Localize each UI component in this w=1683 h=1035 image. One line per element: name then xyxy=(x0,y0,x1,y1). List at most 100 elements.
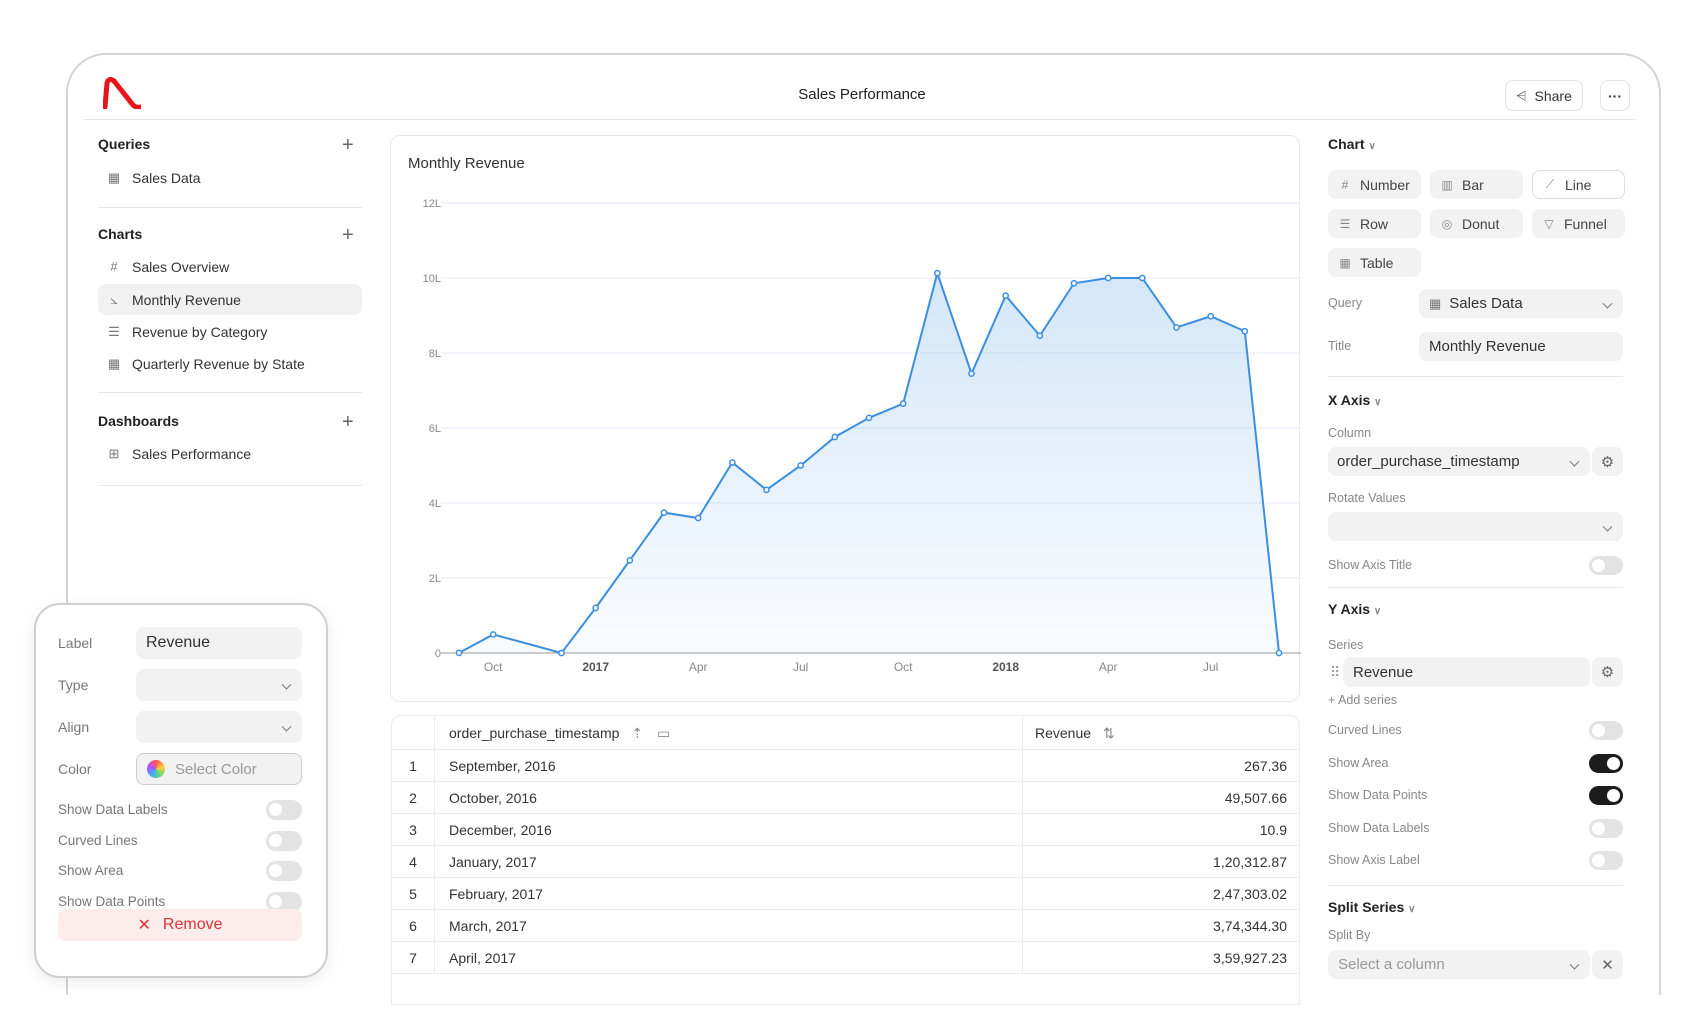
sidebar-item-sales-overview[interactable]: # Sales Overview xyxy=(98,251,362,282)
x-axis-heading[interactable]: X Axis ∨ xyxy=(1328,392,1382,408)
table-row[interactable]: 7 April, 2017 3,59,927.23 xyxy=(392,942,1299,974)
drag-handle-icon[interactable]: ⠿ xyxy=(1330,664,1340,680)
chart-type-donut[interactable]: ◎ Donut xyxy=(1430,209,1523,238)
title-input[interactable]: Monthly Revenue xyxy=(1419,332,1623,361)
series-label: Series xyxy=(1328,638,1364,652)
chart-type-line[interactable]: ⟋ Line xyxy=(1532,170,1625,199)
split-series-heading[interactable]: Split Series ∨ xyxy=(1328,899,1416,915)
series-settings-gear-icon[interactable]: ⚙ xyxy=(1592,657,1623,687)
share-button[interactable]: ⩤ Share xyxy=(1505,80,1583,111)
popover-show-area-toggle[interactable] xyxy=(266,861,302,881)
remove-series-button[interactable]: ✕ Remove xyxy=(58,909,302,941)
more-options-button[interactable]: ··· xyxy=(1600,80,1630,111)
app-logo xyxy=(103,77,141,109)
data-point xyxy=(968,370,975,377)
table-icon: ▦ xyxy=(107,355,121,371)
row-number: 3 xyxy=(392,814,435,846)
date-cell: March, 2017 xyxy=(449,918,527,934)
table-row[interactable]: 4 January, 2017 1,20,312.87 xyxy=(392,846,1299,878)
table-row[interactable]: 6 March, 2017 3,74,344.30 xyxy=(392,910,1299,942)
line-chart-icon: ⟋ xyxy=(1545,177,1555,191)
chart-type-row[interactable]: ☰ Row xyxy=(1328,209,1421,238)
data-point xyxy=(831,433,839,441)
row-number: 7 xyxy=(392,942,435,974)
dashboards-heading: Dashboards xyxy=(98,413,179,429)
sidebar-item-sales-performance[interactable]: ⊞ Sales Performance xyxy=(98,438,362,469)
add-chart-button[interactable]: + xyxy=(342,224,354,246)
table-row[interactable]: 3 December, 2016 10.9 xyxy=(392,814,1299,846)
query-select[interactable]: ▦ Sales Data xyxy=(1419,289,1623,318)
data-point xyxy=(1104,274,1112,282)
y-axis-heading[interactable]: Y Axis ∨ xyxy=(1328,601,1382,617)
show-data-points-toggle[interactable] xyxy=(1589,786,1623,805)
rotate-values-select[interactable] xyxy=(1328,512,1623,541)
dashboard-icon: ⊞ xyxy=(108,445,120,461)
chevron-down-icon xyxy=(1602,298,1613,309)
select-color-button[interactable]: Select Color xyxy=(136,753,302,785)
series-area xyxy=(459,273,1279,653)
sort-icon[interactable]: ⇅ xyxy=(1102,725,1115,741)
series-label-input[interactable]: Revenue xyxy=(136,627,302,659)
show-axis-label-label: Show Axis Label xyxy=(1328,853,1420,867)
chart-type-bar[interactable]: ▥ Bar xyxy=(1430,170,1523,199)
popover-show-data-labels-toggle[interactable] xyxy=(266,800,302,820)
table-row[interactable]: 2 October, 2016 49,507.66 xyxy=(392,782,1299,814)
row-number: 1 xyxy=(392,750,435,782)
add-query-button[interactable]: + xyxy=(342,134,354,156)
sidebar-item-sales-data[interactable]: ▦ Sales Data xyxy=(107,169,201,186)
series-revenue-field[interactable]: Revenue xyxy=(1343,657,1590,687)
donut-chart-icon: ◎ xyxy=(1441,216,1453,231)
column-header-revenue[interactable]: Revenue ⇅ xyxy=(1035,725,1115,741)
column-header-date[interactable]: order_purchase_timestamp ⇡ ▭ xyxy=(449,725,671,741)
row-number: 5 xyxy=(392,878,435,910)
table-icon: ▦ xyxy=(107,169,121,185)
show-axis-label-toggle[interactable] xyxy=(1589,851,1623,870)
show-axis-title-toggle[interactable] xyxy=(1589,556,1623,575)
chevron-down-icon: ∨ xyxy=(1374,397,1382,408)
column-select[interactable]: order_purchase_timestamp xyxy=(1328,447,1590,476)
show-area-toggle[interactable] xyxy=(1589,753,1623,773)
x-tick-label: 2018 xyxy=(992,660,1019,674)
charts-heading: Charts xyxy=(98,226,143,242)
split-by-select[interactable]: Select a column xyxy=(1328,950,1590,979)
calendar-icon[interactable]: ▭ xyxy=(656,725,671,741)
popover-curved-lines-toggle[interactable] xyxy=(266,830,302,851)
add-series-button[interactable]: + Add series xyxy=(1328,693,1398,707)
chart-section-heading[interactable]: Chart ∨ xyxy=(1328,136,1376,152)
x-tick-label: 2017 xyxy=(582,660,609,674)
y-tick-label: 4L xyxy=(429,498,441,510)
table-row[interactable]: 1 September, 2016 267.36 xyxy=(392,750,1299,782)
clear-split-close-icon[interactable]: ✕ xyxy=(1592,950,1623,979)
sort-icon[interactable]: ⇡ xyxy=(631,725,644,741)
curved-lines-toggle[interactable] xyxy=(1589,721,1623,740)
chart-type-funnel[interactable]: ▽ Funnel xyxy=(1532,209,1625,238)
chart-type-number[interactable]: # Number xyxy=(1328,170,1421,199)
y-tick-label: 2L xyxy=(429,573,441,585)
chart-card: Monthly Revenue 0 2L 4L 6L 8L 10L 12L Oct 2017 Ap… xyxy=(390,135,1301,703)
row-number: 6 xyxy=(392,910,435,942)
chevron-down-icon xyxy=(281,721,292,732)
sidebar-item-revenue-by-category[interactable]: ☰ Revenue by Category xyxy=(98,316,362,347)
y-tick-label: 10L xyxy=(423,273,441,285)
type-select[interactable] xyxy=(136,669,302,701)
type-label: Type xyxy=(58,677,89,693)
x-tick-label: Jul xyxy=(793,660,808,674)
popover-show-data-points-toggle[interactable] xyxy=(266,891,302,912)
popover-curved-lines-label: Curved Lines xyxy=(58,832,138,848)
date-cell: April, 2017 xyxy=(449,950,516,966)
data-point xyxy=(763,486,770,494)
table-row[interactable]: 5 February, 2017 2,47,303.02 xyxy=(392,878,1299,910)
data-point xyxy=(626,556,634,564)
chevron-down-icon xyxy=(281,679,292,690)
show-data-labels-toggle[interactable] xyxy=(1589,818,1623,838)
chevron-down-icon: ∨ xyxy=(1408,904,1416,915)
y-tick-label: 6L xyxy=(429,423,441,435)
column-settings-gear-icon[interactable]: ⚙ xyxy=(1592,447,1623,476)
sidebar-item-monthly-revenue[interactable]: ⦣ Monthly Revenue xyxy=(98,284,362,315)
align-select[interactable] xyxy=(136,711,302,743)
add-dashboard-button[interactable]: + xyxy=(342,411,354,433)
chart-type-table[interactable]: ▦ Table xyxy=(1328,248,1421,277)
data-point xyxy=(1002,292,1010,299)
line-chart[interactable]: 0 2L 4L 6L 8L 10L 12L Oct 2017 Apr Jul Oct 2018 Apr Ju… xyxy=(391,136,1301,703)
sidebar-item-quarterly-revenue-by-state[interactable]: ▦ Quarterly Revenue by State xyxy=(107,355,305,372)
